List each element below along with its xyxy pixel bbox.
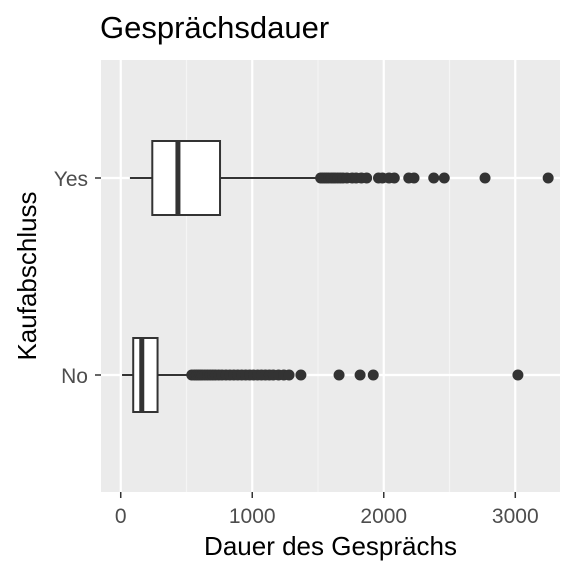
x-tick-label: 3000: [492, 505, 539, 528]
x-tick-label: 2000: [360, 505, 407, 528]
outlier-point-yes: [388, 172, 400, 184]
outlier-point-yes: [479, 172, 491, 184]
outlier-point-no: [367, 369, 379, 381]
box-series: [122, 140, 554, 413]
outlier-point-yes: [542, 172, 554, 184]
outlier-point-no: [354, 369, 366, 381]
plot-panel: [101, 60, 560, 492]
y-tick-label: No: [61, 365, 88, 388]
x-tick-label: 1000: [229, 505, 276, 528]
outlier-point-yes: [408, 172, 420, 184]
y-tick-label: Yes: [54, 168, 88, 191]
outlier-point-yes: [361, 172, 373, 184]
y-axis-title: Kaufabschluss: [12, 191, 42, 360]
outlier-point-no: [333, 369, 345, 381]
box-yes: [151, 140, 222, 216]
outlier-point-no: [283, 369, 295, 381]
outlier-point-yes: [428, 172, 440, 184]
outlier-point-yes: [438, 172, 450, 184]
box-no: [132, 337, 159, 413]
outlier-point-no: [295, 369, 307, 381]
x-axis-title: Dauer des Gesprächs: [204, 531, 457, 561]
outlier-point-no: [512, 369, 524, 381]
chart-title: Gesprächsdauer: [100, 10, 329, 45]
y-axis: Yes No: [54, 168, 101, 388]
x-axis: 0 1000 2000 3000: [115, 492, 539, 528]
grid-lines: [101, 60, 560, 492]
x-tick-label: 0: [115, 505, 127, 528]
